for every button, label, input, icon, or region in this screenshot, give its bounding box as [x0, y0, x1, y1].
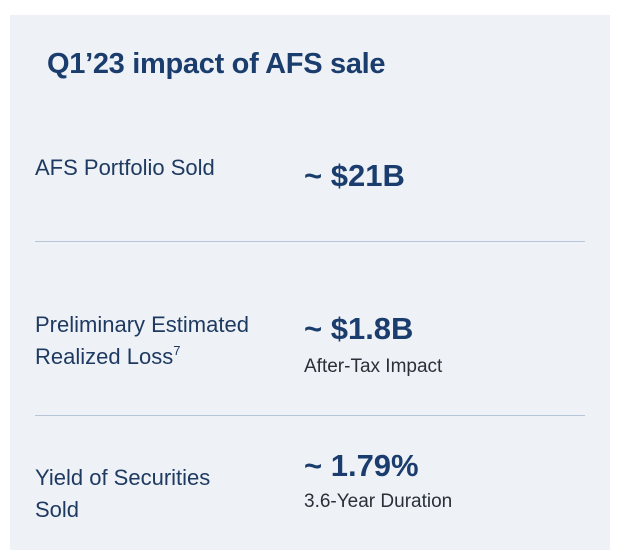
label-line: AFS Portfolio Sold [35, 155, 215, 180]
label-line: Preliminary Estimated [35, 312, 249, 337]
row-label: Yield of Securities Sold [35, 462, 210, 526]
row-note: After-Tax Impact [304, 356, 443, 377]
divider [35, 415, 585, 416]
footnote: 7 [173, 343, 181, 358]
row-label: Preliminary Estimated Realized Loss7 [35, 309, 249, 373]
label-line: Sold [35, 497, 80, 522]
divider [35, 241, 585, 242]
row-value: ~ $1.8B [304, 311, 414, 346]
row-value: ~ $21B [304, 158, 405, 193]
row-value: ~ 1.79% [304, 448, 419, 483]
title: Q1’23 impact of AFS sale [47, 48, 386, 80]
panel [10, 15, 610, 550]
label-text: Realized Loss [35, 344, 174, 369]
label-line: Realized Loss7 [35, 341, 249, 373]
row-note: 3.6-Year Duration [304, 491, 453, 512]
row-label: AFS Portfolio Sold [35, 152, 215, 184]
label-line: Yield of Securities [35, 465, 211, 490]
